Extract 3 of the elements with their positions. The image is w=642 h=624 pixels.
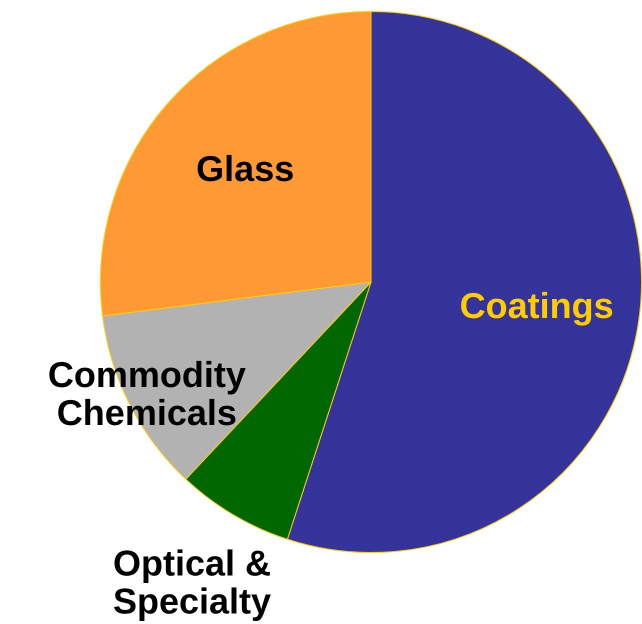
- slice-label: Coatings: [460, 285, 614, 326]
- slice-label: Optical & Specialty: [112, 542, 272, 622]
- slice-label: Glass: [196, 148, 294, 190]
